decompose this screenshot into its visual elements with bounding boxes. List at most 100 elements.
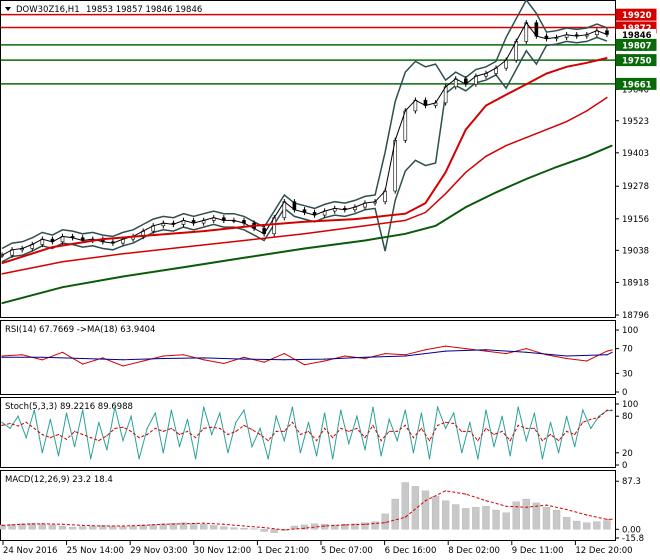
rsi-ma-point: [611, 351, 613, 353]
stoch-signal-point: [558, 440, 560, 442]
stoch-signal-point: [203, 427, 205, 429]
stoch-main-point: [243, 409, 245, 411]
stoch-signal-point: [533, 427, 536, 429]
stoch-signal-point: [501, 430, 503, 432]
macd-histogram-bar: [48, 524, 57, 530]
rsi-point: [263, 361, 265, 363]
stoch-tick-label: 20: [622, 449, 633, 459]
macd-signal-point: [364, 523, 366, 525]
time-tick-label: 29 Nov 03:00: [130, 546, 187, 556]
stoch-signal-point: [606, 409, 608, 411]
price-point: [515, 40, 517, 43]
price-point: [31, 243, 33, 246]
macd-signal-point: [41, 523, 43, 525]
ma-slow-red-point: [1, 273, 3, 275]
stoch-tick-label: 100: [622, 400, 638, 410]
price-point: [364, 202, 366, 204]
stoch-main-point: [541, 458, 544, 460]
price-point: [404, 110, 406, 112]
rsi-point: [303, 364, 306, 366]
rsi-ma-point: [364, 356, 366, 358]
price-point: [213, 217, 215, 219]
ma-red-point: [606, 57, 608, 59]
stoch-signal-point: [437, 424, 439, 426]
price-point: [293, 209, 295, 211]
stoch-main-point: [517, 406, 519, 408]
macd-histogram-bar: [371, 521, 379, 530]
macd-histogram-bar: [300, 524, 309, 530]
ma-red-point: [445, 171, 447, 173]
stoch-signal-point: [509, 440, 511, 442]
price-point: [384, 190, 386, 192]
ma-green-point: [364, 239, 366, 242]
stoch-main-point: [324, 412, 326, 414]
macd-histogram-bar: [562, 517, 571, 530]
price-point: [172, 223, 174, 225]
price-point: [51, 241, 54, 243]
ma-red-point: [586, 62, 588, 64]
ma-slow-red-point: [182, 246, 185, 248]
level-badge-label: 19661: [622, 80, 652, 90]
rsi-tick-label: 30: [622, 369, 633, 379]
level-badge-label: 19807: [622, 41, 652, 51]
stoch-main-point: [590, 427, 592, 429]
macd-histogram-bar: [583, 522, 591, 530]
stoch-signal-point: [582, 421, 584, 423]
rsi-ma-point: [445, 350, 447, 352]
macd-histogram-bar: [361, 522, 369, 530]
rsi-ma-point: [485, 349, 487, 351]
ma-red-point: [1, 262, 3, 264]
time-tick-label: 5 Dec 07:00: [321, 546, 373, 556]
chart-header: DOW30Z16,H1 19853 19857 19846 19846: [5, 5, 202, 15]
stoch-signal-point: [251, 429, 253, 431]
stoch-signal-point: [82, 433, 84, 436]
stoch-signal-point: [170, 427, 172, 429]
ma-slow-red-point: [243, 239, 245, 242]
stoch-signal-point: [17, 425, 19, 427]
collapse-triangle-icon[interactable]: [5, 7, 11, 11]
macd-histogram-bar: [129, 525, 137, 530]
price-tick-label: 18796: [622, 311, 649, 321]
stoch-signal-point: [412, 437, 414, 439]
stoch-signal-point: [380, 440, 382, 442]
stoch-signal-point: [33, 427, 35, 429]
macd-histogram-bar: [38, 523, 46, 530]
price-point: [324, 210, 326, 212]
macd-signal-point: [61, 523, 64, 525]
macd-histogram-bar: [462, 508, 470, 530]
stoch-signal-point: [388, 430, 390, 432]
macd-histogram-bar: [189, 523, 198, 530]
ma-red-point: [152, 234, 154, 236]
ma-red-point: [424, 202, 427, 204]
price-panel-frame[interactable]: [0, 0, 616, 318]
stoch-main-point: [396, 440, 398, 442]
rsi-point: [243, 356, 245, 358]
price-point: [283, 201, 285, 203]
macd-histogram-bar: [270, 529, 278, 533]
macd-histogram-bar: [58, 525, 67, 530]
ma-red-point: [303, 221, 306, 223]
price-point: [485, 72, 487, 75]
stoch-main-point: [388, 418, 390, 420]
rsi-point: [424, 349, 427, 351]
stoch-main-point: [235, 421, 237, 423]
stoch-main-point: [501, 415, 503, 417]
price-point: [102, 241, 104, 243]
price-point: [596, 30, 598, 32]
stoch-main-point: [251, 446, 253, 448]
time-tick-label: 6 Dec 16:00: [385, 546, 437, 556]
macd-histogram-bar: [79, 526, 87, 530]
level-badge-label: 19920: [622, 11, 652, 21]
price-point: [414, 99, 416, 101]
price-point: [475, 75, 477, 77]
price-point: [122, 238, 124, 240]
stoch-signal-point: [122, 426, 124, 428]
macd-tick-label: 87.3: [622, 477, 641, 487]
macd-signal-point: [203, 522, 205, 524]
stoch-signal-point: [235, 430, 237, 432]
price-point: [435, 102, 437, 104]
rsi-point: [485, 350, 487, 352]
stoch-signal-point: [259, 433, 261, 436]
macd-signal-line: [1, 490, 613, 531]
stoch-panel-frame[interactable]: [0, 397, 616, 468]
